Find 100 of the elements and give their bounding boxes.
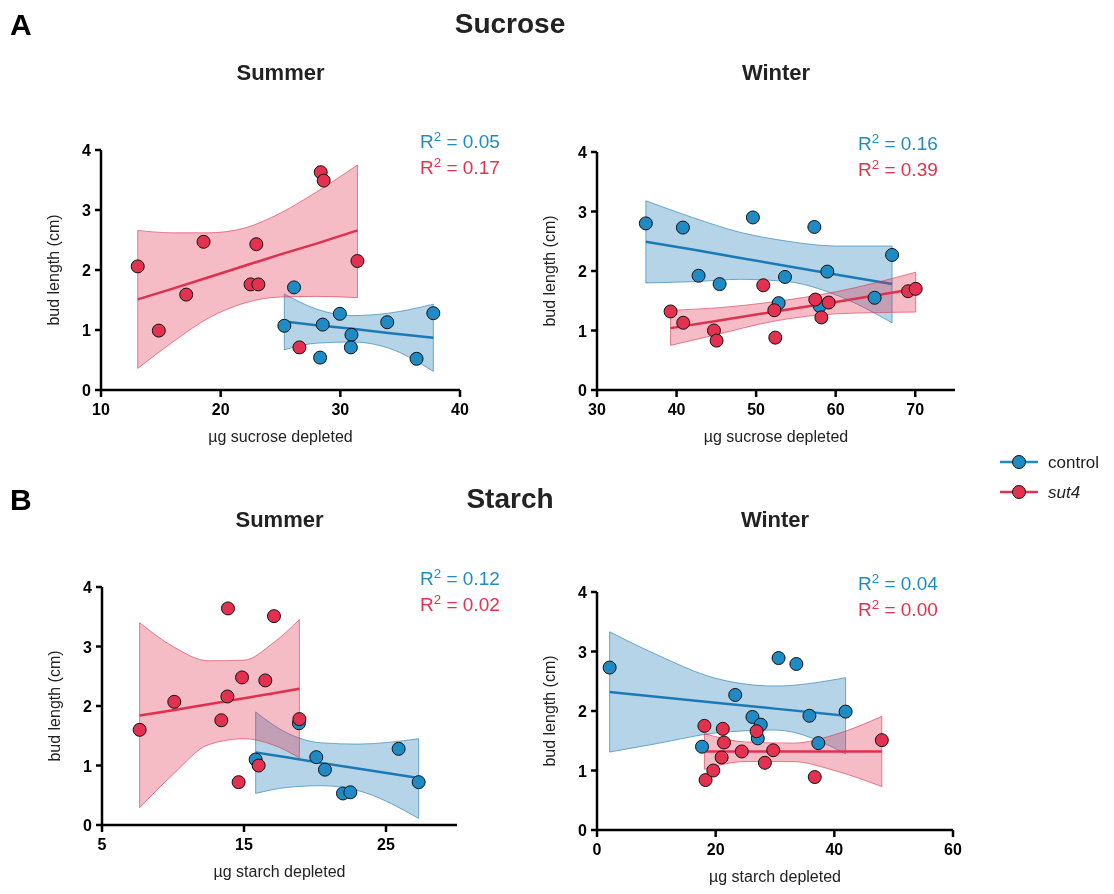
annotation: R$^{2}$ = 0.17 [420,154,500,178]
point [130,259,145,274]
point [343,340,358,355]
point [309,750,324,765]
annotation: R$^{2}$ = 0.05 [420,128,500,152]
point [196,234,211,249]
y-tick-label: 2 [82,262,92,279]
y-tick-label: 2 [578,263,588,280]
text: B [10,483,32,516]
point [292,340,307,355]
point [315,317,330,332]
y-tick-label: 2 [578,703,588,720]
x-tick-label: 0 [592,841,602,858]
point [350,254,365,268]
x-tick-label: 30 [588,401,606,418]
point [716,735,731,750]
point [789,657,804,671]
point [807,770,822,785]
point [277,318,292,333]
y-tick-label: 1 [82,322,92,339]
point [908,281,923,296]
point [771,651,786,666]
point [380,315,395,330]
point [249,237,264,252]
point [332,306,347,321]
x-tick-label: 15 [235,836,253,853]
point [745,709,760,724]
y-tick-label: 4 [82,142,92,159]
annotation: R$^{2}$ = 0.16 [858,130,938,154]
y-tick-label: 0 [578,382,588,399]
point [663,304,678,319]
point [220,689,235,704]
point [391,741,406,756]
chart-title: Summer [235,507,324,532]
point [676,315,691,330]
point [728,687,743,702]
x-axis-title: µg starch depleted [709,868,841,885]
annotation: R$^{2}$ = 0.04 [858,570,939,594]
point [874,733,889,748]
point [266,609,281,624]
point [802,708,817,723]
point [811,736,826,751]
point [675,220,690,235]
point [258,673,273,688]
y-tick-label: 2 [83,698,93,715]
y-tick-label: 0 [83,817,93,834]
x-tick-label: 20 [706,841,725,858]
x-tick-label: 60 [944,841,962,858]
line-series [644,240,894,286]
chart-title: Summer [236,60,325,85]
y-tick-label: 3 [578,643,588,661]
x-axis-title: µg sucrose depleted [703,428,849,445]
point [214,713,229,728]
legend-label: sut4 [1048,483,1081,502]
x-tick-label: 60 [826,401,845,418]
x-tick-label: 10 [92,401,110,418]
y-tick-label: 1 [578,322,588,340]
y-tick-label: 4 [578,144,588,161]
point [766,743,781,758]
line-series [136,229,359,301]
point [343,785,358,800]
point [602,660,617,675]
point [709,333,724,348]
point [344,327,359,342]
annotation: R$^{2}$ = 0.12 [420,565,500,589]
point [235,670,250,685]
x-tick-label: 40 [667,401,686,418]
point [715,721,730,736]
x-tick-label: 20 [211,401,230,418]
point [409,351,424,366]
x-tick-label: 40 [451,401,469,418]
x-tick-label: 25 [377,836,395,853]
x-tick-label: 30 [331,401,350,418]
annotation: R$^{2}$ = 0.39 [858,156,938,180]
point [132,722,147,737]
text: Sucrose [454,8,566,39]
point [757,755,772,770]
point [745,210,760,225]
point [292,712,307,727]
point [768,330,783,345]
y-tick-label: 3 [578,203,588,221]
point [697,718,712,733]
y-axis-title: bud length (cm) [46,650,63,762]
point [251,758,266,773]
y-tick-label: 4 [83,579,93,596]
annotation: R$^{2}$ = 0.02 [420,591,500,615]
point [316,173,331,188]
chart-title: Winter [741,60,811,85]
point [179,287,194,302]
point [807,219,822,234]
y-tick-label: 1 [83,757,93,775]
y-axis-title: bud length (cm) [45,214,62,326]
point [712,277,727,292]
point [706,763,721,778]
y-tick-label: 0 [578,822,588,839]
y-tick-label: 3 [82,202,92,219]
point [808,292,823,307]
point [814,310,829,325]
annotation: R$^{2}$ = 0.00 [858,596,938,620]
point [151,323,166,338]
